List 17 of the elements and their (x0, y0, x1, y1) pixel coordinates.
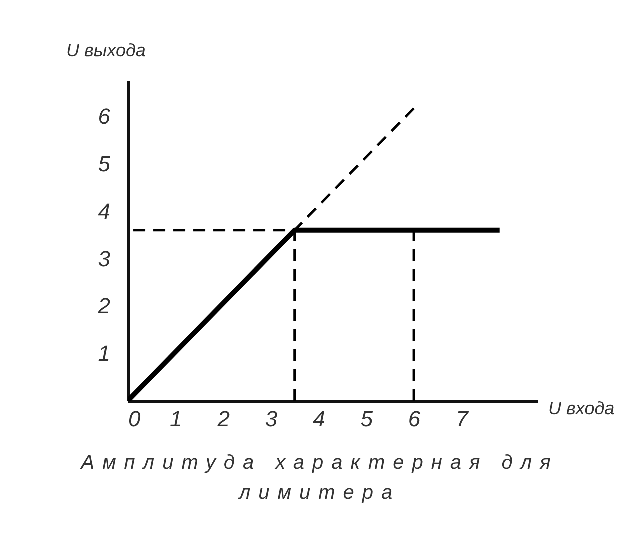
y-tick-label: 5 (98, 151, 112, 176)
y-axis-title: U выхода (66, 40, 146, 60)
x-tick-label: 3 (265, 406, 278, 432)
x-tick-label: 4 (313, 406, 326, 432)
x-tick-label: 5 (360, 406, 374, 432)
x-axis-title: U входа (548, 398, 615, 418)
x-tick-label: 2 (216, 406, 230, 432)
y-tick-label: 3 (98, 246, 112, 272)
text: Амплитуда характерная для лимитера (79, 451, 560, 506)
x-tick-label: 0 (128, 406, 142, 432)
x-tick-label: 7 (456, 406, 470, 432)
y-tick-label: 1 (98, 341, 110, 366)
x-tick-label: 1 (170, 406, 182, 432)
y-tick-label: 4 (98, 198, 110, 224)
y-tick-label: 6 (98, 104, 112, 130)
x-tick-label: 6 (408, 406, 422, 432)
y-tick-label: 2 (97, 294, 110, 319)
